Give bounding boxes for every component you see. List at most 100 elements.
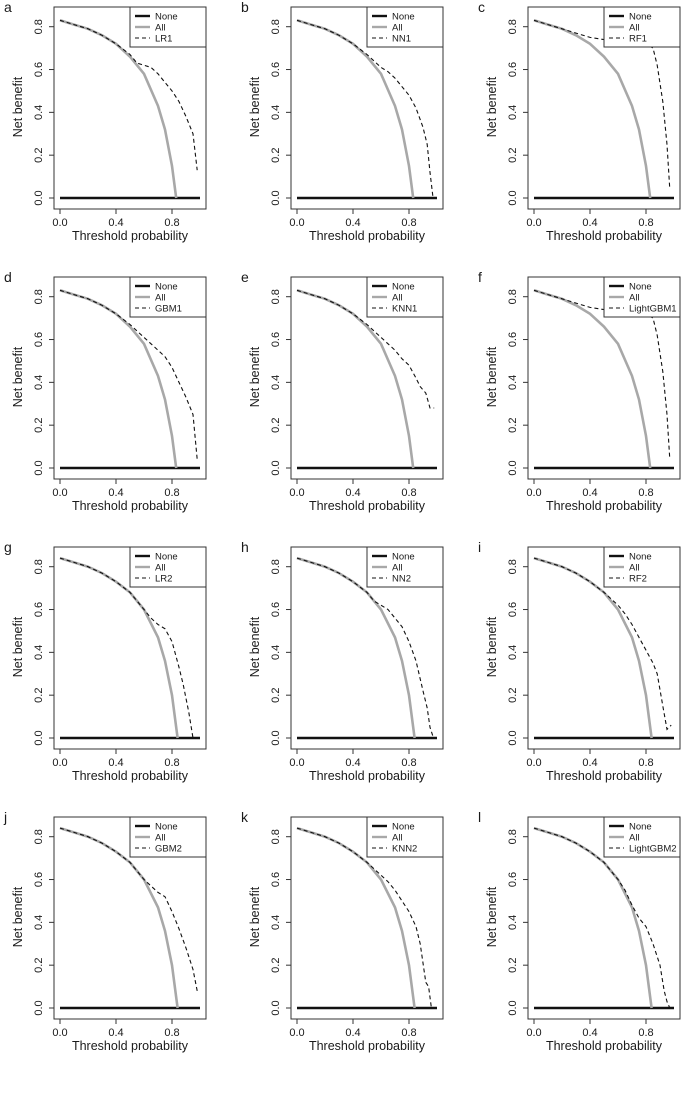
x-tick-label: 0.0 (289, 487, 304, 499)
x-tick-label: 0.4 (582, 487, 597, 499)
legend-label: LR1 (155, 34, 172, 45)
panel-letter: e (241, 269, 249, 285)
x-tick-label: 0.4 (108, 217, 123, 229)
series-model-line (296, 827, 432, 1009)
legend-label: None (392, 822, 415, 833)
y-tick-label: 0.4 (270, 915, 282, 930)
x-tick-label: 0.4 (582, 1027, 597, 1039)
y-tick-label: 0.4 (507, 645, 519, 660)
x-tick-label: 0.4 (345, 217, 360, 229)
panel-letter: k (241, 809, 249, 825)
x-axis-title: Threshold probability (72, 1039, 189, 1053)
panel-letter: b (241, 0, 249, 15)
x-tick-label: 0.8 (164, 487, 179, 499)
y-tick-label: 0.8 (270, 289, 282, 304)
x-axis-title: Threshold probability (309, 229, 426, 243)
x-tick-label: 0.4 (108, 1027, 123, 1039)
legend-label: All (155, 833, 166, 844)
x-tick-label: 0.0 (52, 487, 67, 499)
y-tick-label: 0.6 (507, 872, 519, 887)
x-tick-label: 0.4 (108, 487, 123, 499)
y-axis-title: Net benefit (248, 616, 262, 677)
legend-label: None (629, 552, 652, 563)
y-tick-label: 0.0 (33, 1000, 45, 1015)
legend-label: NN2 (392, 574, 411, 585)
y-axis-title: Net benefit (11, 76, 25, 137)
y-tick-label: 0.8 (507, 559, 519, 574)
y-axis-title: Net benefit (11, 346, 25, 407)
y-tick-label: 0.2 (507, 418, 519, 433)
y-tick-label: 0.4 (507, 105, 519, 120)
x-tick-label: 0.0 (526, 757, 541, 769)
panel-letter: c (478, 0, 485, 15)
legend-label: None (155, 552, 178, 563)
y-tick-label: 0.8 (270, 829, 282, 844)
panel-letter: j (3, 809, 7, 825)
x-tick-label: 0.8 (638, 757, 653, 769)
x-tick-label: 0.8 (638, 1027, 653, 1039)
panel-letter: i (478, 539, 481, 555)
x-tick-label: 0.0 (52, 217, 67, 229)
y-axis-title: Net benefit (485, 76, 499, 137)
y-tick-label: 0.6 (270, 872, 282, 887)
legend-label: All (392, 563, 403, 574)
y-tick-label: 0.4 (507, 375, 519, 390)
x-tick-label: 0.8 (164, 757, 179, 769)
y-tick-label: 0.8 (33, 559, 45, 574)
legend-label: All (629, 833, 640, 844)
x-tick-label: 0.0 (289, 757, 304, 769)
legend-label: All (629, 23, 640, 34)
y-axis-title: Net benefit (485, 616, 499, 677)
x-tick-label: 0.4 (345, 757, 360, 769)
y-tick-label: 0.8 (270, 19, 282, 34)
legend-label: All (392, 23, 403, 34)
y-tick-label: 0.0 (270, 730, 282, 745)
y-tick-label: 0.6 (33, 872, 45, 887)
legend-label: All (629, 293, 640, 304)
y-tick-label: 0.6 (270, 62, 282, 77)
series-model-line (59, 19, 198, 171)
x-tick-label: 0.8 (164, 217, 179, 229)
y-tick-label: 0.6 (507, 332, 519, 347)
y-tick-label: 0.2 (33, 418, 45, 433)
y-axis-title: Net benefit (485, 886, 499, 947)
y-tick-label: 0.2 (33, 148, 45, 163)
legend-label: GBM2 (155, 844, 182, 855)
y-tick-label: 0.2 (33, 958, 45, 973)
legend-label: RF2 (629, 574, 647, 585)
y-tick-label: 0.4 (507, 915, 519, 930)
x-axis-title: Threshold probability (309, 499, 426, 513)
x-tick-label: 0.4 (582, 217, 597, 229)
x-axis-title: Threshold probability (309, 1039, 426, 1053)
y-tick-label: 0.6 (270, 332, 282, 347)
x-tick-label: 0.8 (638, 217, 653, 229)
x-axis-title: Threshold probability (309, 769, 426, 783)
x-tick-label: 0.8 (638, 487, 653, 499)
x-axis-title: Threshold probability (72, 769, 189, 783)
y-axis-title: Net benefit (248, 76, 262, 137)
x-axis-title: Threshold probability (546, 769, 663, 783)
y-tick-label: 0.0 (507, 730, 519, 745)
y-tick-label: 0.2 (270, 148, 282, 163)
legend-label: None (629, 12, 652, 23)
y-tick-label: 0.0 (507, 190, 519, 205)
panel-letter: a (4, 0, 12, 15)
series-model-line (296, 557, 434, 737)
x-tick-label: 0.0 (289, 1027, 304, 1039)
series-model-line (59, 827, 198, 992)
x-tick-label: 0.8 (164, 1027, 179, 1039)
legend-label: None (392, 282, 415, 293)
y-tick-label: 0.4 (270, 375, 282, 390)
